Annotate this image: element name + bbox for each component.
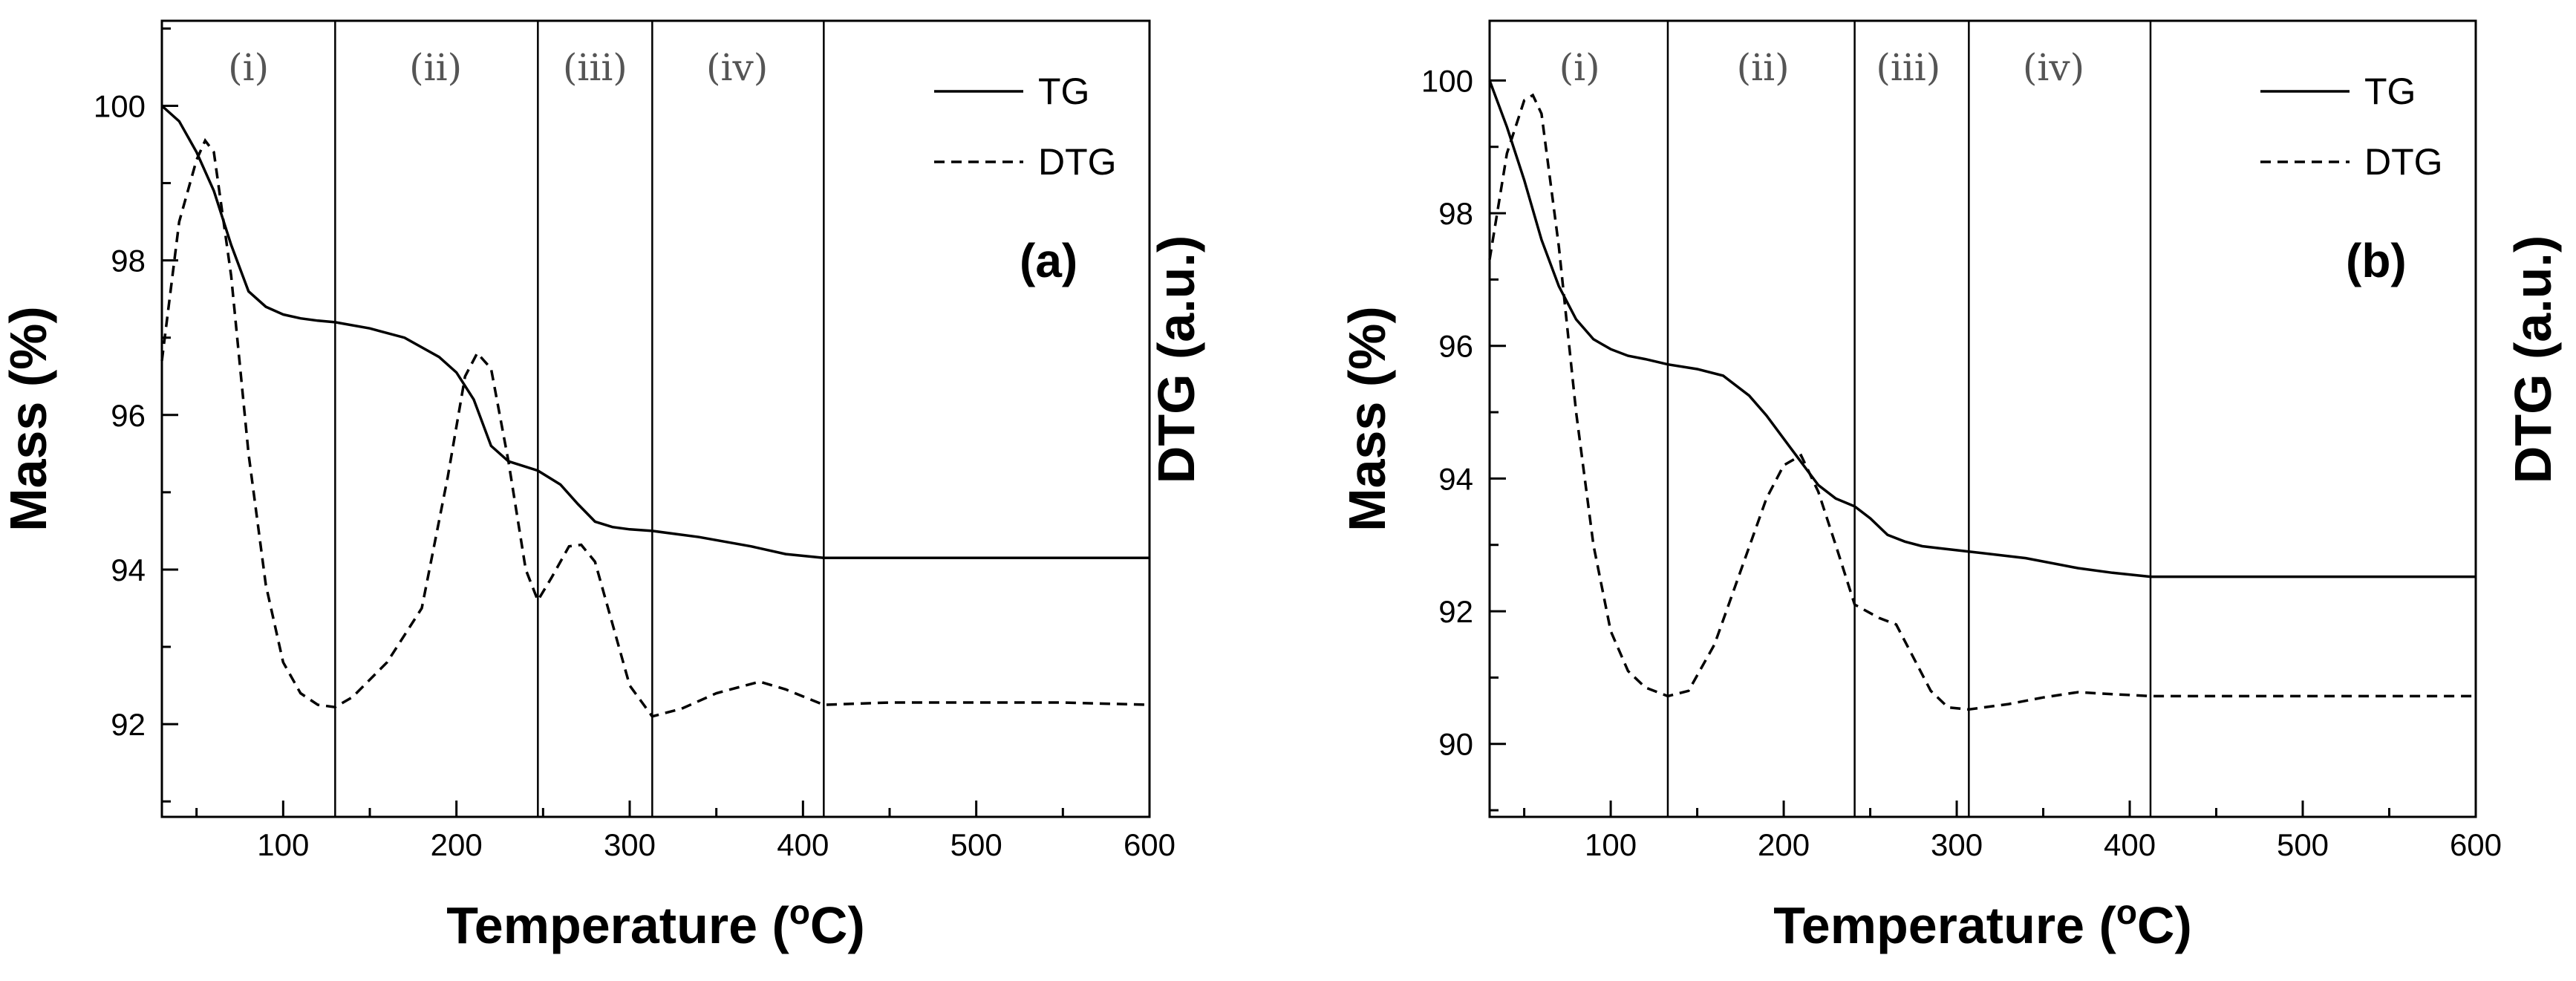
series-tg-line-a xyxy=(160,105,1150,560)
y-tick-label-b: 100 xyxy=(1421,63,1473,98)
x-tick-label-b: 100 xyxy=(1585,827,1637,862)
x-tick-label-b: 200 xyxy=(1758,827,1810,862)
series-dtg-line-b xyxy=(1488,93,2476,711)
y-tick-label-b: 92 xyxy=(1438,594,1473,629)
y-tick-label-b: 96 xyxy=(1438,329,1473,364)
panel-label-a: (a) xyxy=(1020,234,1077,287)
x-axis-title-suffix: C) xyxy=(810,896,865,954)
region-label-a: (i) xyxy=(228,46,269,89)
x-axis-title-prefix: Temperature ( xyxy=(446,896,789,954)
region-label-a: (iii) xyxy=(563,46,627,89)
region-label-b: (ii) xyxy=(1737,46,1790,89)
x-axis-title-prefix: Temperature ( xyxy=(1773,896,2116,954)
x-tick-label-a: 300 xyxy=(604,827,656,862)
region-label-a: (iv) xyxy=(706,46,768,89)
y-tick-label-b: 98 xyxy=(1438,196,1473,231)
y-tick-label-b: 90 xyxy=(1438,727,1473,762)
y-axis-title-a: Mass (%) xyxy=(0,306,57,531)
y-tick-label-b: 94 xyxy=(1438,461,1473,496)
region-label-b: (iv) xyxy=(2023,46,2084,89)
y-tick-label-a: 96 xyxy=(111,398,146,433)
x-tick-label-b: 500 xyxy=(2277,827,2329,862)
y-tick-label-a: 100 xyxy=(94,88,146,123)
series-dtg-line-a xyxy=(160,137,1150,718)
x-tick-label-a: 200 xyxy=(431,827,483,862)
x-tick-label-a: 100 xyxy=(257,827,309,862)
right-axis-title-a: DTG (a.u.) xyxy=(1147,235,1205,483)
x-tick-label-a: 600 xyxy=(1124,827,1175,862)
plot-frame-b xyxy=(1488,19,2477,818)
x-axis-title-b: Temperature (oC) xyxy=(1773,893,2192,954)
y-tick-label-a: 98 xyxy=(111,244,146,278)
region-label-b: (i) xyxy=(1559,46,1600,89)
region-label-a: (ii) xyxy=(409,46,462,89)
legend-dtg-label-b: DTG xyxy=(2364,141,2443,183)
x-tick-label-a: 400 xyxy=(777,827,829,862)
chart-panel-a: 100 200 300 400 500 600 92 94 96 98 100 (i) (ii) (iii… xyxy=(0,19,1205,954)
x-tick-label-a: 500 xyxy=(950,827,1002,862)
x-axis-title-a: Temperature (oC) xyxy=(446,893,865,954)
y-tick-label-a: 94 xyxy=(111,553,146,587)
legend-tg-label-b: TG xyxy=(2364,71,2416,112)
series-tg-line-b xyxy=(1488,79,2476,579)
x-axis-title-superscript: o xyxy=(789,893,810,931)
x-tick-label-b: 600 xyxy=(2450,827,2502,862)
plot-frame-a xyxy=(160,19,1151,818)
y-axis-title-b: Mass (%) xyxy=(1338,306,1396,531)
right-axis-title-b: DTG (a.u.) xyxy=(2504,235,2562,483)
x-axis-title-suffix: C) xyxy=(2137,896,2192,954)
x-tick-label-b: 300 xyxy=(1931,827,1983,862)
region-label-b: (iii) xyxy=(1876,46,1940,89)
legend-dtg-label-a: DTG xyxy=(1038,141,1117,183)
legend-tg-label-a: TG xyxy=(1038,71,1089,112)
chart-panel-b: 100 200 300 400 500 600 90 92 94 96 98 100 (i) (ii) (i… xyxy=(1338,19,2562,954)
x-axis-title-superscript: o xyxy=(2116,893,2137,931)
panel-label-b: (b) xyxy=(2346,234,2407,287)
x-tick-label-b: 400 xyxy=(2104,827,2156,862)
y-tick-label-a: 92 xyxy=(111,707,146,742)
